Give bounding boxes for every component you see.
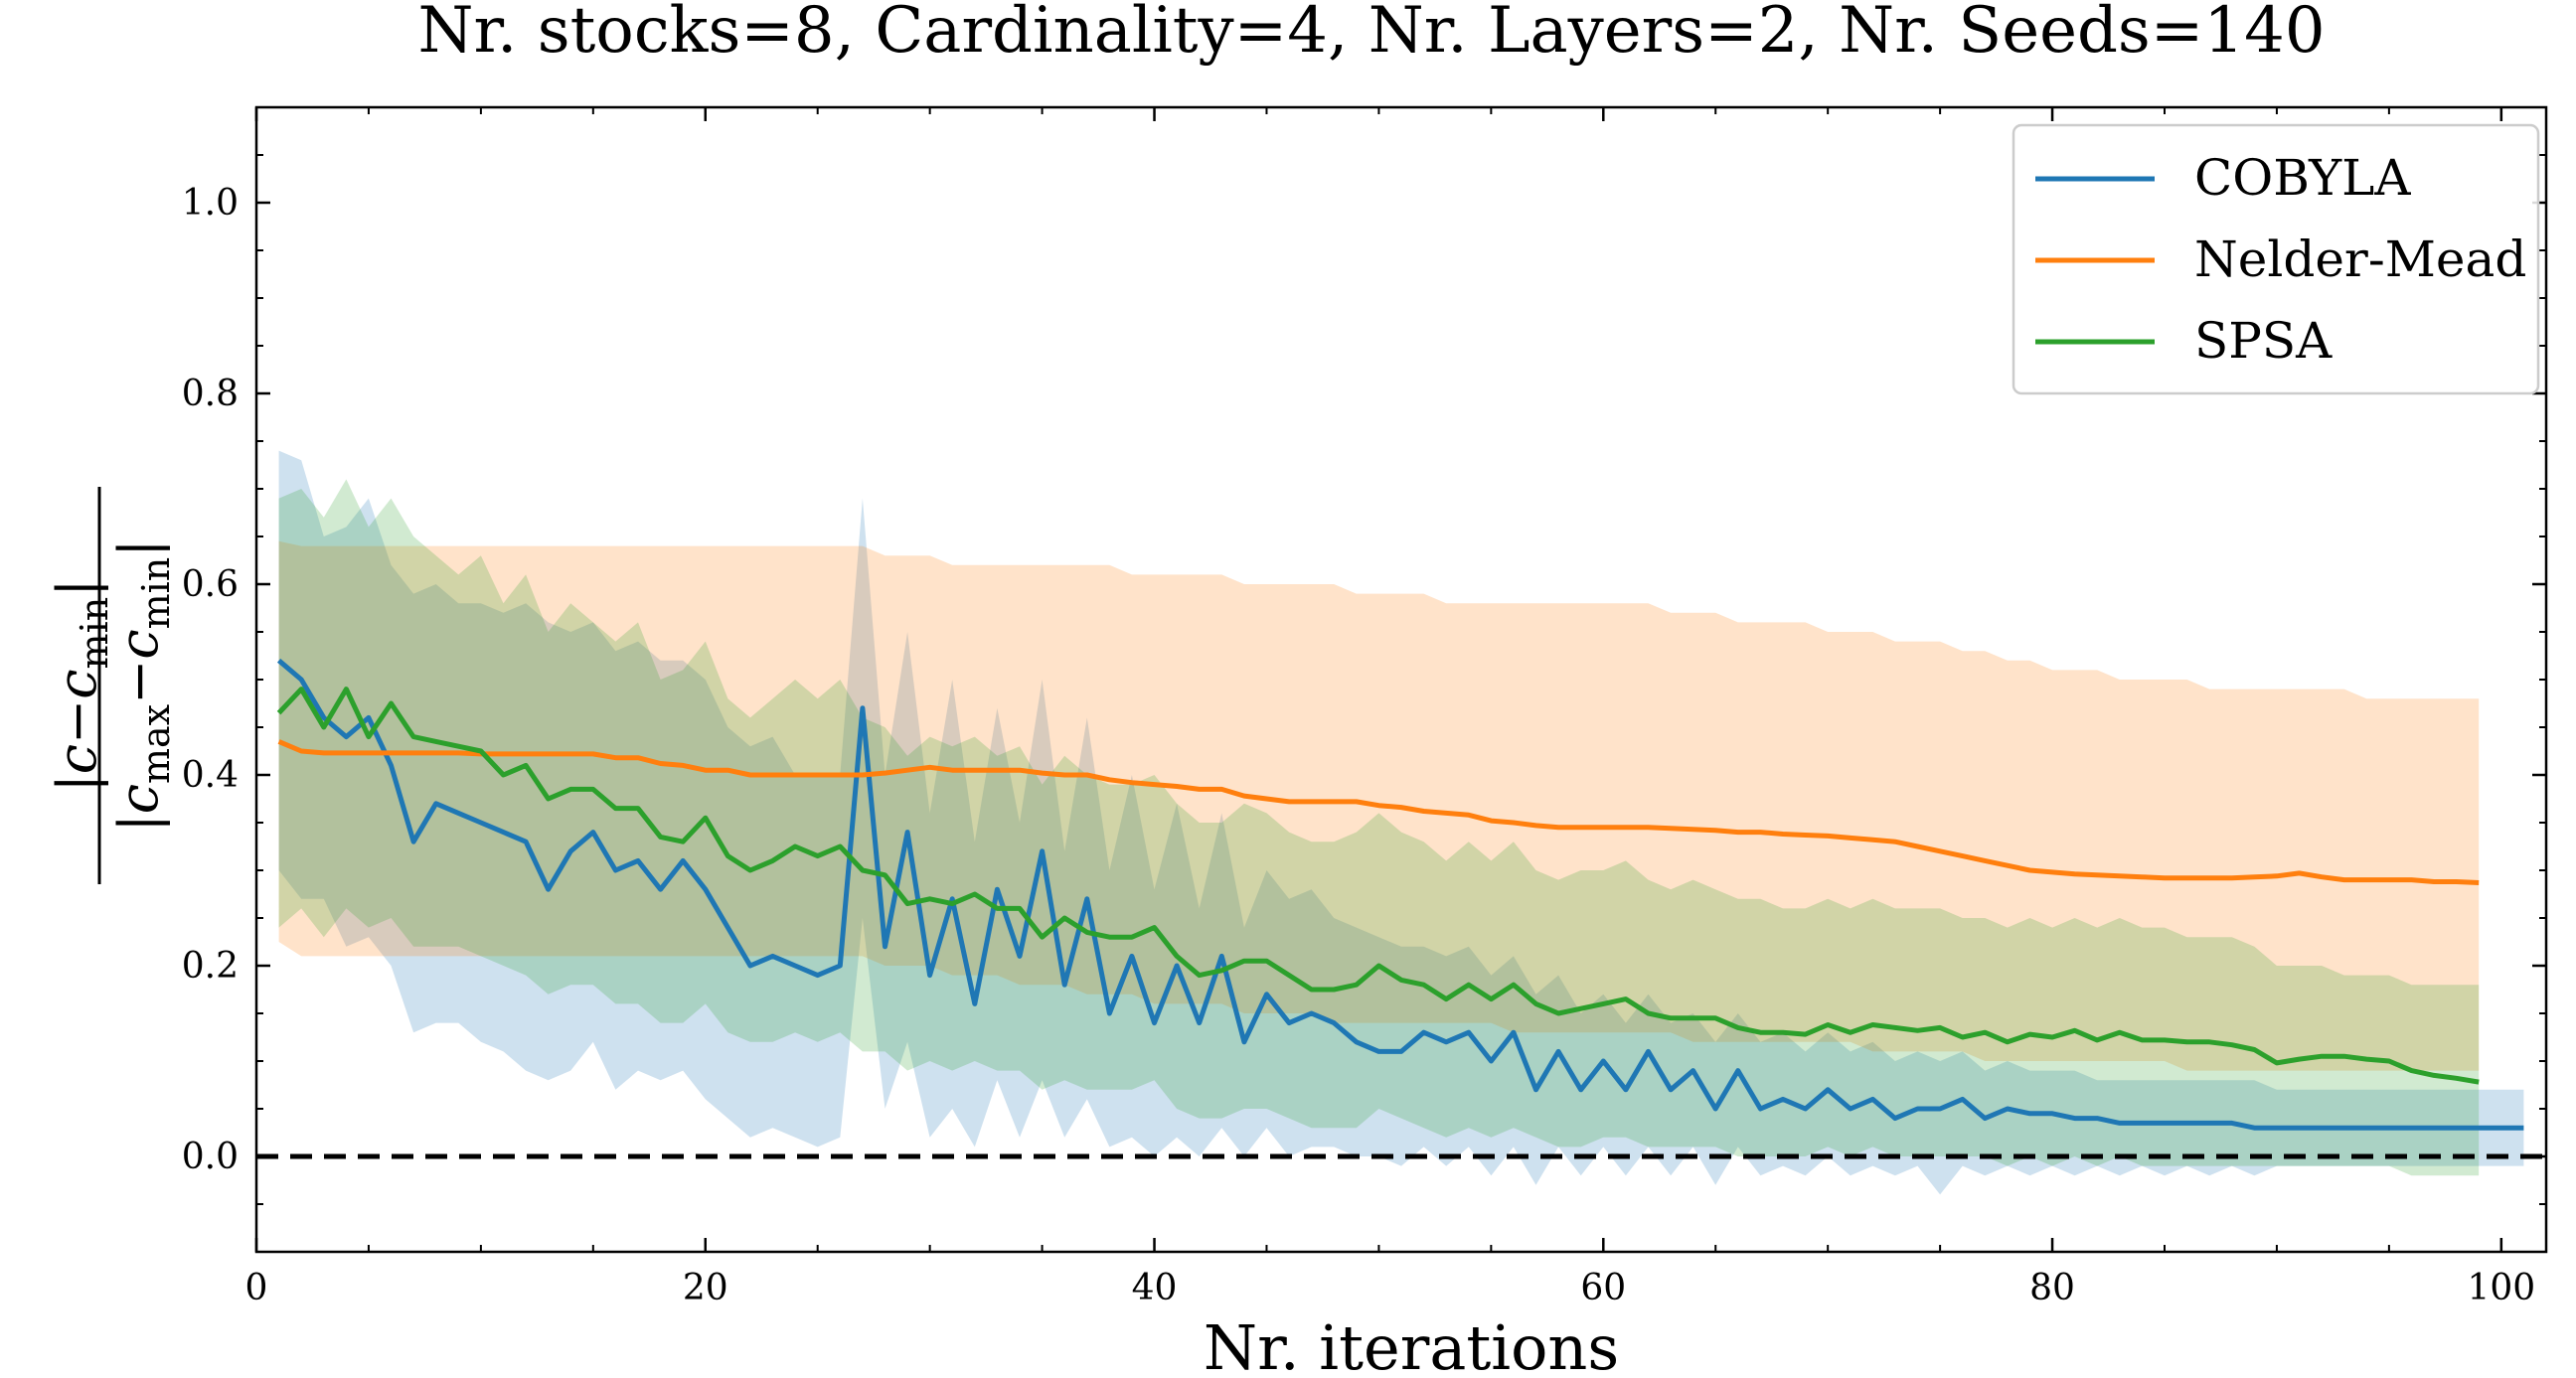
y-tick-label: 0.0	[182, 1137, 239, 1177]
legend: COBYLA Nelder-Mead SPSA	[2012, 123, 2540, 395]
legend-label-spsa: SPSA	[2194, 312, 2333, 370]
x-tick-label: 80	[2029, 1268, 2075, 1308]
y-axis-label: |c−cmin| |cmax−cmin|	[46, 487, 178, 884]
legend-box	[2012, 123, 2540, 395]
band-spsa	[278, 479, 2480, 1176]
line-spsa	[276, 687, 2480, 1085]
y-tick-label: 0.8	[182, 374, 239, 414]
y-tick-label: 0.2	[182, 946, 239, 987]
x-tick-label: 20	[683, 1268, 728, 1308]
line-nelder-mead	[277, 739, 2480, 885]
series-lines	[276, 658, 2524, 1131]
y-label-numerator: |c−cmin|	[46, 579, 116, 793]
y-label-denominator: |cmax−cmin|	[107, 539, 178, 833]
y-tick-label: 0.4	[182, 755, 239, 796]
x-tick-label: 100	[2467, 1268, 2535, 1308]
y-tick-label: 0.6	[182, 564, 239, 605]
y-tick-label: 1.0	[182, 183, 239, 224]
confidence-bands	[278, 450, 2524, 1195]
axis-ticks: 0 20 40 60 80 100 0.0 0.2 0.4 0.6 0.8 1.0	[182, 107, 2546, 1308]
legend-label-nelder-mead: Nelder-Mead	[2194, 230, 2526, 288]
band-cobyla	[278, 450, 2524, 1195]
x-tick-label: 40	[1132, 1268, 1178, 1308]
chart-title: Nr. stocks=8, Cardinality=4, Nr. Layers=…	[417, 0, 2325, 68]
x-tick-label: 60	[1580, 1268, 1626, 1308]
line-cobyla	[276, 658, 2524, 1131]
x-tick-label: 0	[245, 1268, 268, 1308]
legend-label-cobyla: COBYLA	[2194, 149, 2411, 207]
x-axis-label: Nr. iterations	[1204, 1311, 1619, 1378]
